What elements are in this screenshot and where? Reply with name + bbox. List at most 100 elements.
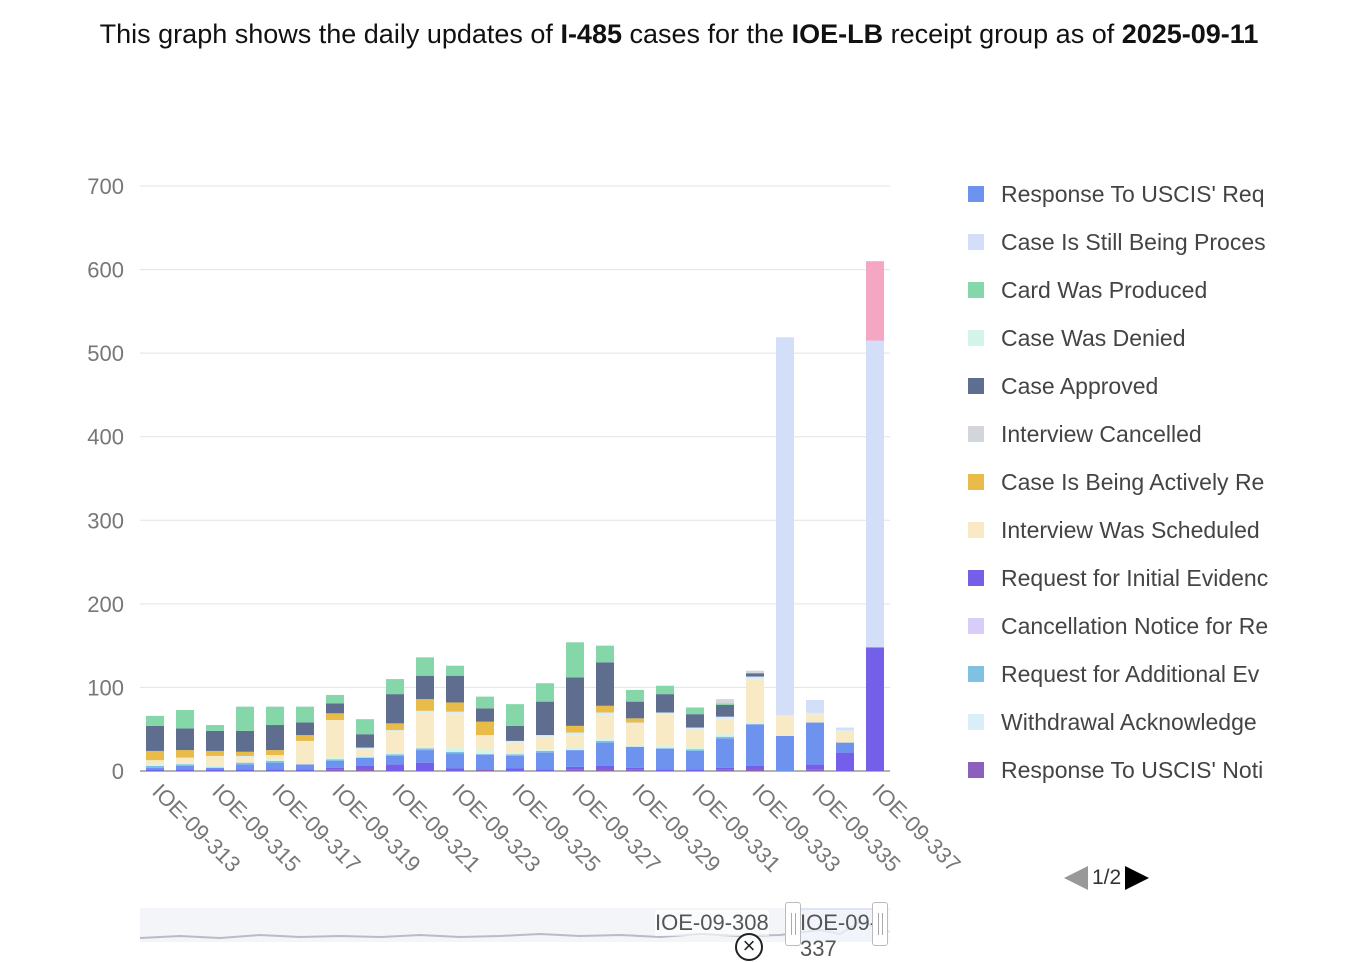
y-tick-label: 500 [87, 341, 124, 366]
legend-item[interactable]: Interview Was Scheduled [968, 506, 1274, 554]
bar-segment [416, 710, 434, 714]
legend-item[interactable]: Card Was Produced [968, 266, 1274, 314]
legend-item[interactable]: Request for Initial Evidenc [968, 554, 1274, 602]
legend-item[interactable]: Withdrawal Acknowledge [968, 698, 1274, 746]
bar-segment [176, 769, 194, 771]
bar-segment [356, 757, 374, 766]
bar-segment [596, 742, 614, 766]
title-form: I-485 [560, 19, 622, 49]
bar-segment [356, 755, 374, 758]
bar-segment [596, 662, 614, 706]
bar-segment [416, 746, 434, 749]
bar-segment [776, 715, 794, 736]
legend-item[interactable]: Response To USCIS' Noti [968, 746, 1274, 794]
bar-segment [686, 729, 704, 748]
bar-segment [716, 719, 734, 735]
legend-swatch [968, 618, 984, 634]
bar-segment [326, 713, 344, 721]
bar-segment [506, 768, 524, 771]
bar-segment [266, 760, 284, 763]
bar-segment [656, 748, 674, 770]
legend-next-icon[interactable] [1125, 866, 1150, 890]
legend-item[interactable]: Case Is Still Being Proces [968, 218, 1274, 266]
legend-label: Withdrawal Acknowledge [1001, 708, 1257, 735]
bar-segment [836, 730, 854, 732]
bar-segment [596, 740, 614, 743]
legend-prev-icon[interactable] [1064, 866, 1088, 890]
bar-segment [206, 767, 224, 770]
bar-segment [356, 719, 374, 735]
bar-segment [866, 340, 884, 648]
bar-segment [716, 734, 734, 737]
bar-segment [626, 689, 644, 702]
bar-segment [266, 759, 284, 761]
bar-segment [716, 738, 734, 768]
bar-segment [326, 703, 344, 714]
bar-segment [566, 735, 584, 748]
legend-item[interactable]: Request for Additional Ev [968, 650, 1274, 698]
bar-segment [506, 704, 524, 726]
bar-segment [476, 735, 494, 751]
bar-segment [746, 679, 764, 723]
bar-segment [146, 725, 164, 751]
legend-label: Case Is Being Actively Re [1001, 468, 1265, 495]
page-title: This graph shows the daily updates of I-… [0, 14, 1358, 54]
bar-segment [386, 755, 404, 765]
bar-segment [536, 749, 554, 751]
bar-segment [836, 752, 854, 771]
bar-segment [566, 766, 584, 770]
bar-segment [416, 675, 434, 700]
legend-label: Case Approved [1001, 372, 1159, 399]
bar-segment [356, 747, 374, 750]
bar-segment [326, 760, 344, 768]
bar-segment [176, 750, 194, 758]
bar-segment [446, 714, 464, 748]
bar-segment [146, 715, 164, 726]
title-part1: This graph shows the daily updates of [99, 19, 561, 49]
bar-segment [416, 657, 434, 676]
legend-label: Cancellation Notice for Re [1001, 612, 1269, 639]
bar-segment [806, 769, 824, 771]
bar-segment [446, 768, 464, 771]
zoom-start-handle[interactable] [785, 902, 801, 946]
bar-segment [236, 769, 254, 771]
bar-segment [506, 742, 524, 753]
legend-item[interactable]: Case Was Denied [968, 314, 1274, 362]
title-part3: receipt group as of [883, 19, 1122, 49]
bar-segment [446, 753, 464, 769]
bar-segment [836, 742, 854, 753]
legend-swatch [968, 762, 984, 778]
bar-segment [656, 685, 674, 695]
zoom-start-label: IOE-09-308 [655, 910, 769, 936]
legend-page-indicator: 1/2 [1092, 866, 1122, 889]
legend-item[interactable]: Cancellation Notice for Re [968, 602, 1274, 650]
legend-label: Interview Cancelled [1001, 420, 1202, 447]
bar-segment [446, 751, 464, 754]
bar-segment [626, 746, 644, 768]
bar-segment [686, 750, 704, 770]
legend-item[interactable]: Case Approved [968, 362, 1274, 410]
legend-item[interactable]: Case Is Being Actively Re [968, 458, 1274, 506]
zoom-track[interactable] [139, 908, 891, 942]
bar-segment [806, 764, 824, 770]
bar-segment [326, 694, 344, 704]
bar-segment [716, 704, 734, 717]
title-date: 2025-09-11 [1121, 19, 1259, 49]
bar-segment [836, 731, 854, 743]
bar-segment [146, 764, 164, 766]
bar-segment [296, 706, 314, 723]
y-tick-label: 100 [87, 675, 124, 700]
bar-segment [236, 755, 254, 758]
bar-segment [686, 749, 704, 751]
zoom-end-handle[interactable] [872, 902, 888, 946]
chart-legend: Response To USCIS' Req Case Is Still Bein… [968, 170, 1274, 794]
bar-segment [566, 725, 584, 733]
bar-segment [356, 749, 374, 756]
close-icon[interactable]: × [735, 933, 763, 961]
legend-item[interactable]: Interview Cancelled [968, 410, 1274, 458]
bar-segment [686, 747, 704, 750]
data-zoom-slider[interactable]: IOE-09-308 IOE-09-337 [139, 902, 891, 962]
bar-segment [626, 722, 644, 725]
bar-segment [446, 665, 464, 676]
legend-item[interactable]: Response To USCIS' Req [968, 170, 1274, 218]
